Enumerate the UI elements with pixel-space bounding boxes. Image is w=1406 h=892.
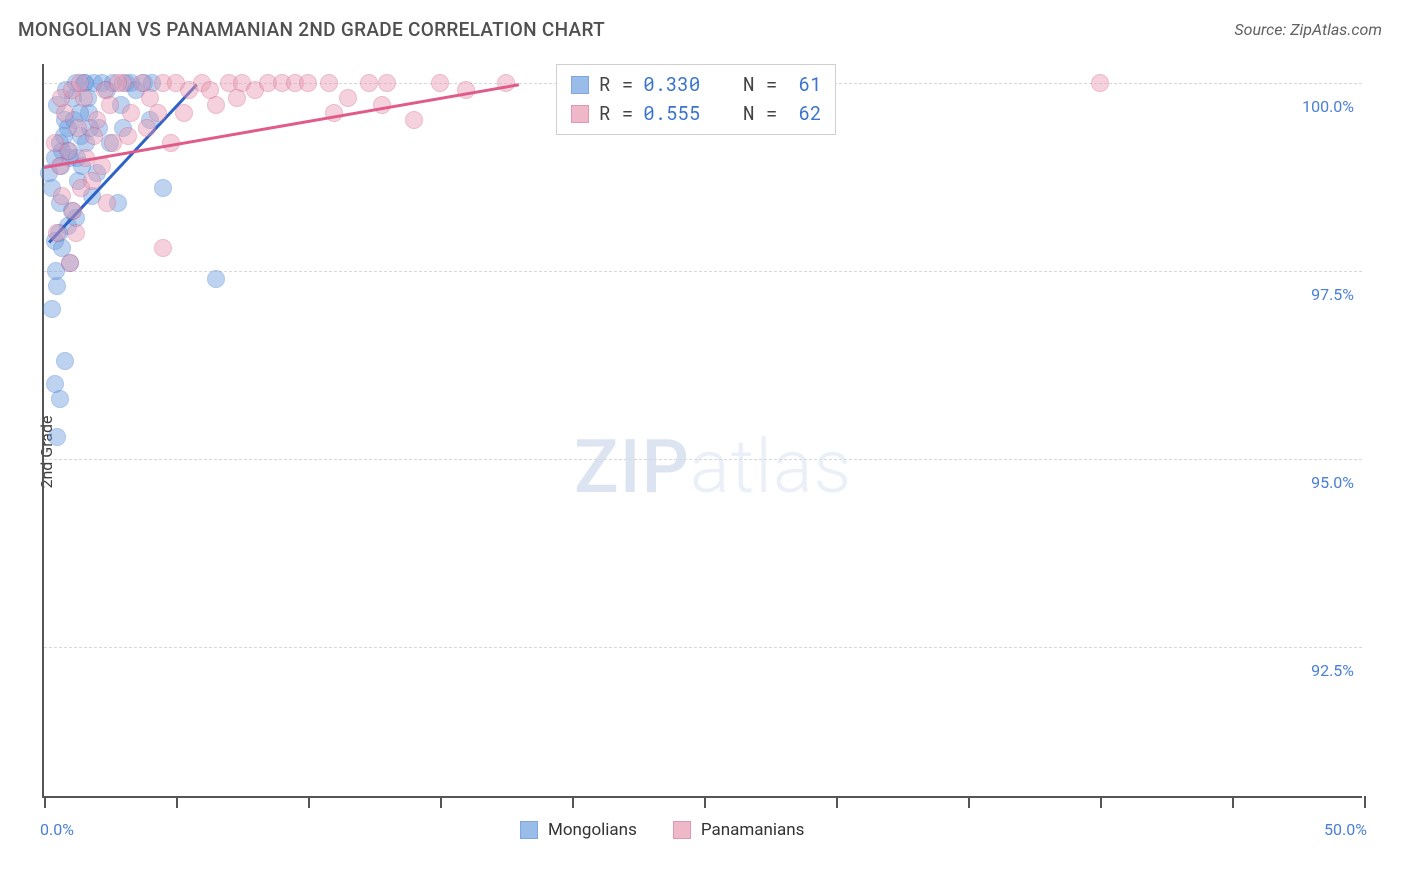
stat-r-label: R = (599, 100, 633, 129)
stat-r-value: 0.555 (643, 100, 700, 129)
scatter-point (320, 74, 338, 92)
y-tick-label: 97.5% (1311, 285, 1354, 304)
scatter-point (138, 119, 156, 137)
scatter-point (71, 74, 89, 92)
stat-r-label: R = (599, 71, 633, 100)
scatter-point (122, 104, 140, 122)
stat-n-value: 61 (787, 71, 821, 100)
legend-item: Panamanians (673, 820, 805, 840)
y-tick-label: 95.0% (1311, 473, 1354, 492)
watermark-light: atlas (690, 424, 852, 511)
x-tick (968, 796, 970, 808)
x-tick-label: 0.0% (40, 820, 74, 839)
watermark: ZIPatlas (574, 424, 852, 511)
x-tick (1364, 796, 1366, 808)
x-tick (1232, 796, 1234, 808)
scatter-point (228, 89, 246, 107)
scatter-point (48, 428, 66, 446)
scatter-point (46, 375, 64, 393)
chart-container: 2nd Grade ZIPatlas 92.5%95.0%97.5%100.0%… (0, 52, 1406, 852)
stat-n-label: N = (743, 71, 777, 100)
x-tick-label: 50.0% (1324, 820, 1367, 839)
gridline (44, 647, 1362, 648)
x-tick (440, 796, 442, 808)
series-swatch (571, 76, 589, 94)
scatter-point (48, 224, 66, 242)
y-tick-label: 92.5% (1311, 661, 1354, 680)
scatter-point (85, 127, 103, 145)
scatter-point (299, 74, 317, 92)
source-attribution: Source: ZipAtlas.com (1234, 20, 1382, 39)
scatter-point (431, 74, 449, 92)
legend-swatch (520, 821, 538, 839)
legend-label: Mongolians (548, 820, 637, 840)
x-tick (308, 796, 310, 808)
y-tick-label: 100.0% (1302, 97, 1354, 116)
stats-row: R = 0.555 N = 62 (571, 100, 821, 129)
scatter-point (109, 74, 127, 92)
gridline (44, 459, 1362, 460)
legend-swatch (673, 821, 691, 839)
scatter-point (378, 74, 396, 92)
scatter-point (497, 74, 515, 92)
scatter-point (67, 224, 85, 242)
scatter-point (149, 104, 167, 122)
plot-area: ZIPatlas 92.5%95.0%97.5%100.0%0.0%50.0% (42, 64, 1362, 798)
stat-n-value: 62 (787, 100, 821, 129)
scatter-point (201, 81, 219, 99)
x-tick (836, 796, 838, 808)
x-tick (572, 796, 574, 808)
scatter-point (325, 104, 343, 122)
scatter-point (175, 104, 193, 122)
stats-row: R = 0.330 N = 61 (571, 71, 821, 100)
x-tick (1100, 796, 1102, 808)
x-tick (176, 796, 178, 808)
gridline (44, 271, 1362, 272)
scatter-point (43, 300, 61, 318)
scatter-point (119, 127, 137, 145)
watermark-bold: ZIP (574, 424, 690, 511)
stat-r-value: 0.330 (643, 71, 700, 100)
stats-legend-box: R = 0.330 N = 61 R = 0.555 N = 62 (556, 64, 836, 135)
x-tick (44, 796, 46, 808)
x-tick (704, 796, 706, 808)
scatter-point (64, 202, 82, 220)
scatter-point (207, 270, 225, 288)
scatter-point (98, 194, 116, 212)
series-legend: Mongolians Panamanians (520, 820, 804, 840)
chart-title: MONGOLIAN VS PANAMANIAN 2ND GRADE CORREL… (18, 18, 605, 41)
scatter-point (405, 111, 423, 129)
series-swatch (571, 105, 589, 123)
scatter-point (46, 134, 64, 152)
scatter-point (72, 179, 90, 197)
legend-label: Panamanians (701, 820, 805, 840)
legend-item: Mongolians (520, 820, 637, 840)
scatter-point (56, 352, 74, 370)
scatter-point (360, 74, 378, 92)
scatter-point (1091, 74, 1109, 92)
scatter-point (154, 179, 172, 197)
scatter-point (339, 89, 357, 107)
scatter-point (61, 254, 79, 272)
stat-n-label: N = (743, 100, 777, 129)
scatter-point (154, 239, 172, 257)
scatter-point (101, 96, 119, 114)
